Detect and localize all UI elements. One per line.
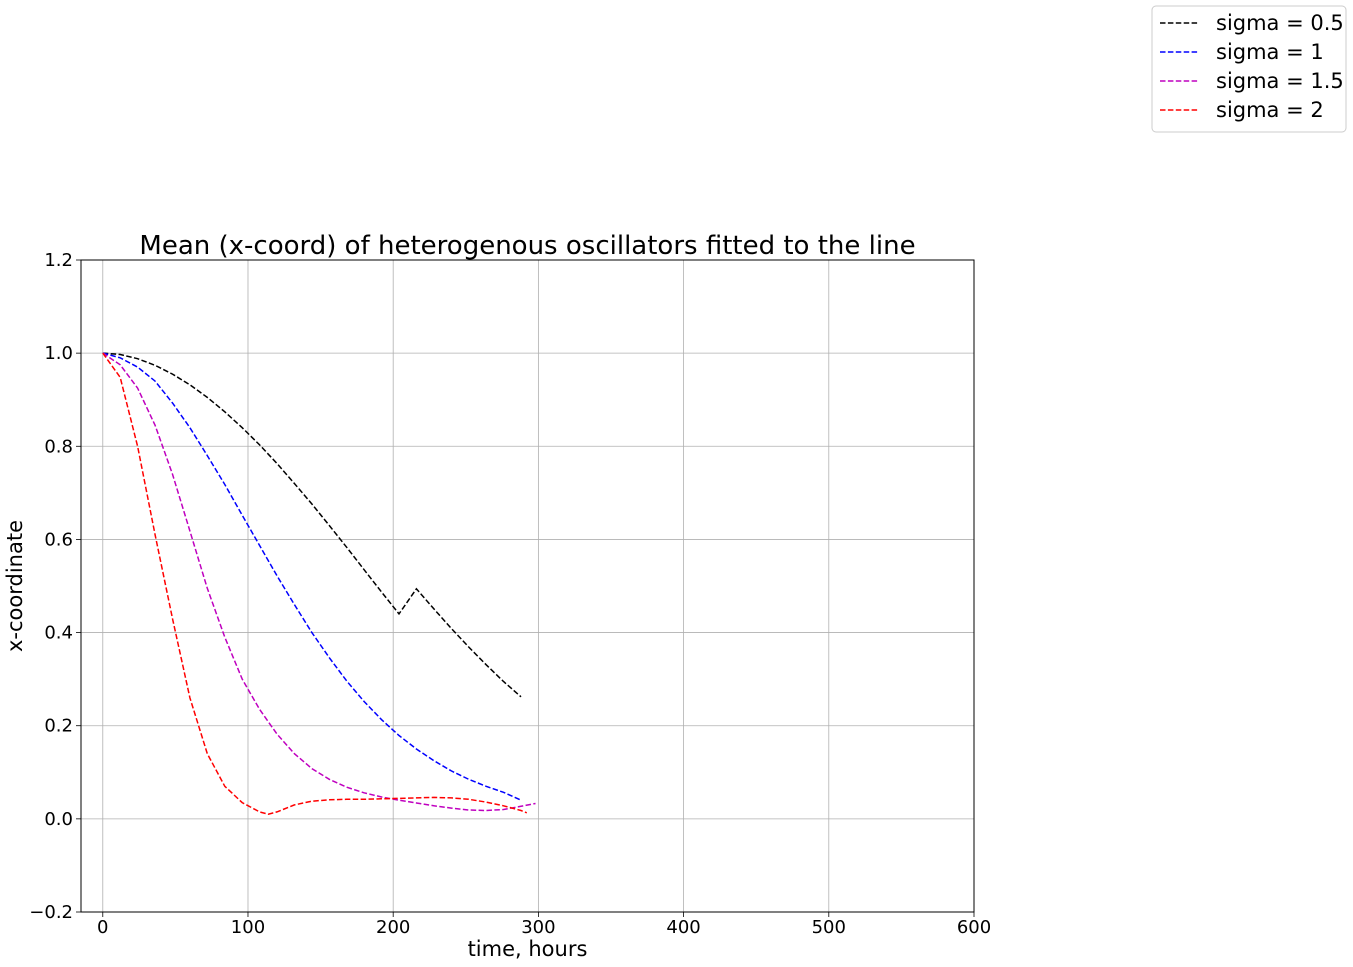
axis-ticks: 0 100 200 300 400 500 600 −0.2 0.0 0.2 0.4 0.6 0.8 1.… bbox=[29, 250, 991, 938]
legend-label: sigma = 0.5 bbox=[1216, 11, 1344, 35]
x-tick-label: 0 bbox=[97, 917, 108, 938]
x-axis-label: time, hours bbox=[468, 937, 588, 961]
series-line-sigma-1-5 bbox=[102, 352, 536, 812]
legend-label: sigma = 1 bbox=[1216, 40, 1324, 64]
y-tick-label: 0.8 bbox=[44, 436, 73, 457]
series-lines bbox=[102, 352, 536, 815]
legend-label: sigma = 1.5 bbox=[1216, 69, 1344, 93]
legend-label: sigma = 2 bbox=[1216, 98, 1324, 122]
x-tick-label: 500 bbox=[812, 917, 846, 938]
y-tick-label: 0.6 bbox=[44, 529, 73, 550]
series-line-sigma-0-5 bbox=[102, 352, 522, 698]
x-tick-label: 100 bbox=[231, 917, 265, 938]
y-tick-label: 0.4 bbox=[44, 623, 73, 644]
legend: sigma = 0.5 sigma = 1 sigma = 1.5 sigma = 2 bbox=[1151, 5, 1347, 133]
y-tick-label: 0.2 bbox=[44, 716, 73, 737]
legend-box bbox=[1151, 5, 1347, 133]
x-tick-label: 300 bbox=[521, 917, 555, 938]
chart-title: Mean (x-coord) of heterogenous oscillato… bbox=[139, 231, 915, 261]
x-tick-label: 200 bbox=[376, 917, 410, 938]
x-tick-label: 400 bbox=[666, 917, 700, 938]
y-axis-label: x-coordinate bbox=[3, 520, 27, 652]
y-tick-label: −0.2 bbox=[29, 902, 73, 923]
series-line-sigma-2 bbox=[102, 352, 528, 815]
x-tick-label: 600 bbox=[957, 917, 991, 938]
legend-items: sigma = 0.5 sigma = 1 sigma = 1.5 sigma = 2 bbox=[1160, 11, 1344, 122]
plot-area-frame bbox=[80, 259, 975, 913]
y-tick-label: 0.0 bbox=[44, 809, 73, 830]
y-tick-label: 1.2 bbox=[44, 250, 73, 271]
series-line-sigma-1 bbox=[102, 352, 522, 801]
y-tick-label: 1.0 bbox=[44, 343, 73, 364]
grid bbox=[81, 259, 975, 913]
